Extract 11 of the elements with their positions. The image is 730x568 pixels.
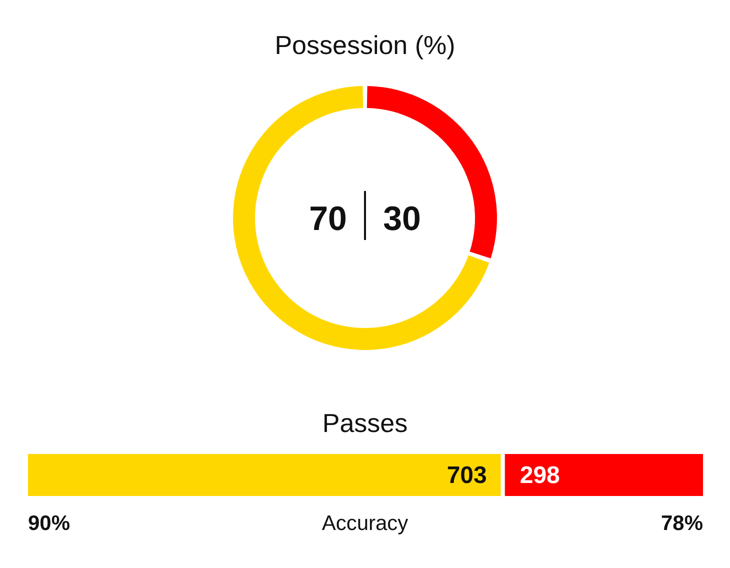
donut-slice (233, 86, 490, 350)
chart-title: Passes (321, 408, 409, 438)
text: 90% (28, 511, 70, 537)
text: 78% (660, 511, 703, 537)
donut-slice (366, 86, 497, 258)
data-label: 298 (520, 462, 560, 489)
data-label: 703 (446, 462, 487, 489)
data-label: 70 (309, 200, 347, 238)
chart-title: Possession (%) (274, 30, 456, 60)
text: Accuracy (322, 512, 408, 535)
data-label: 30 (383, 200, 421, 238)
